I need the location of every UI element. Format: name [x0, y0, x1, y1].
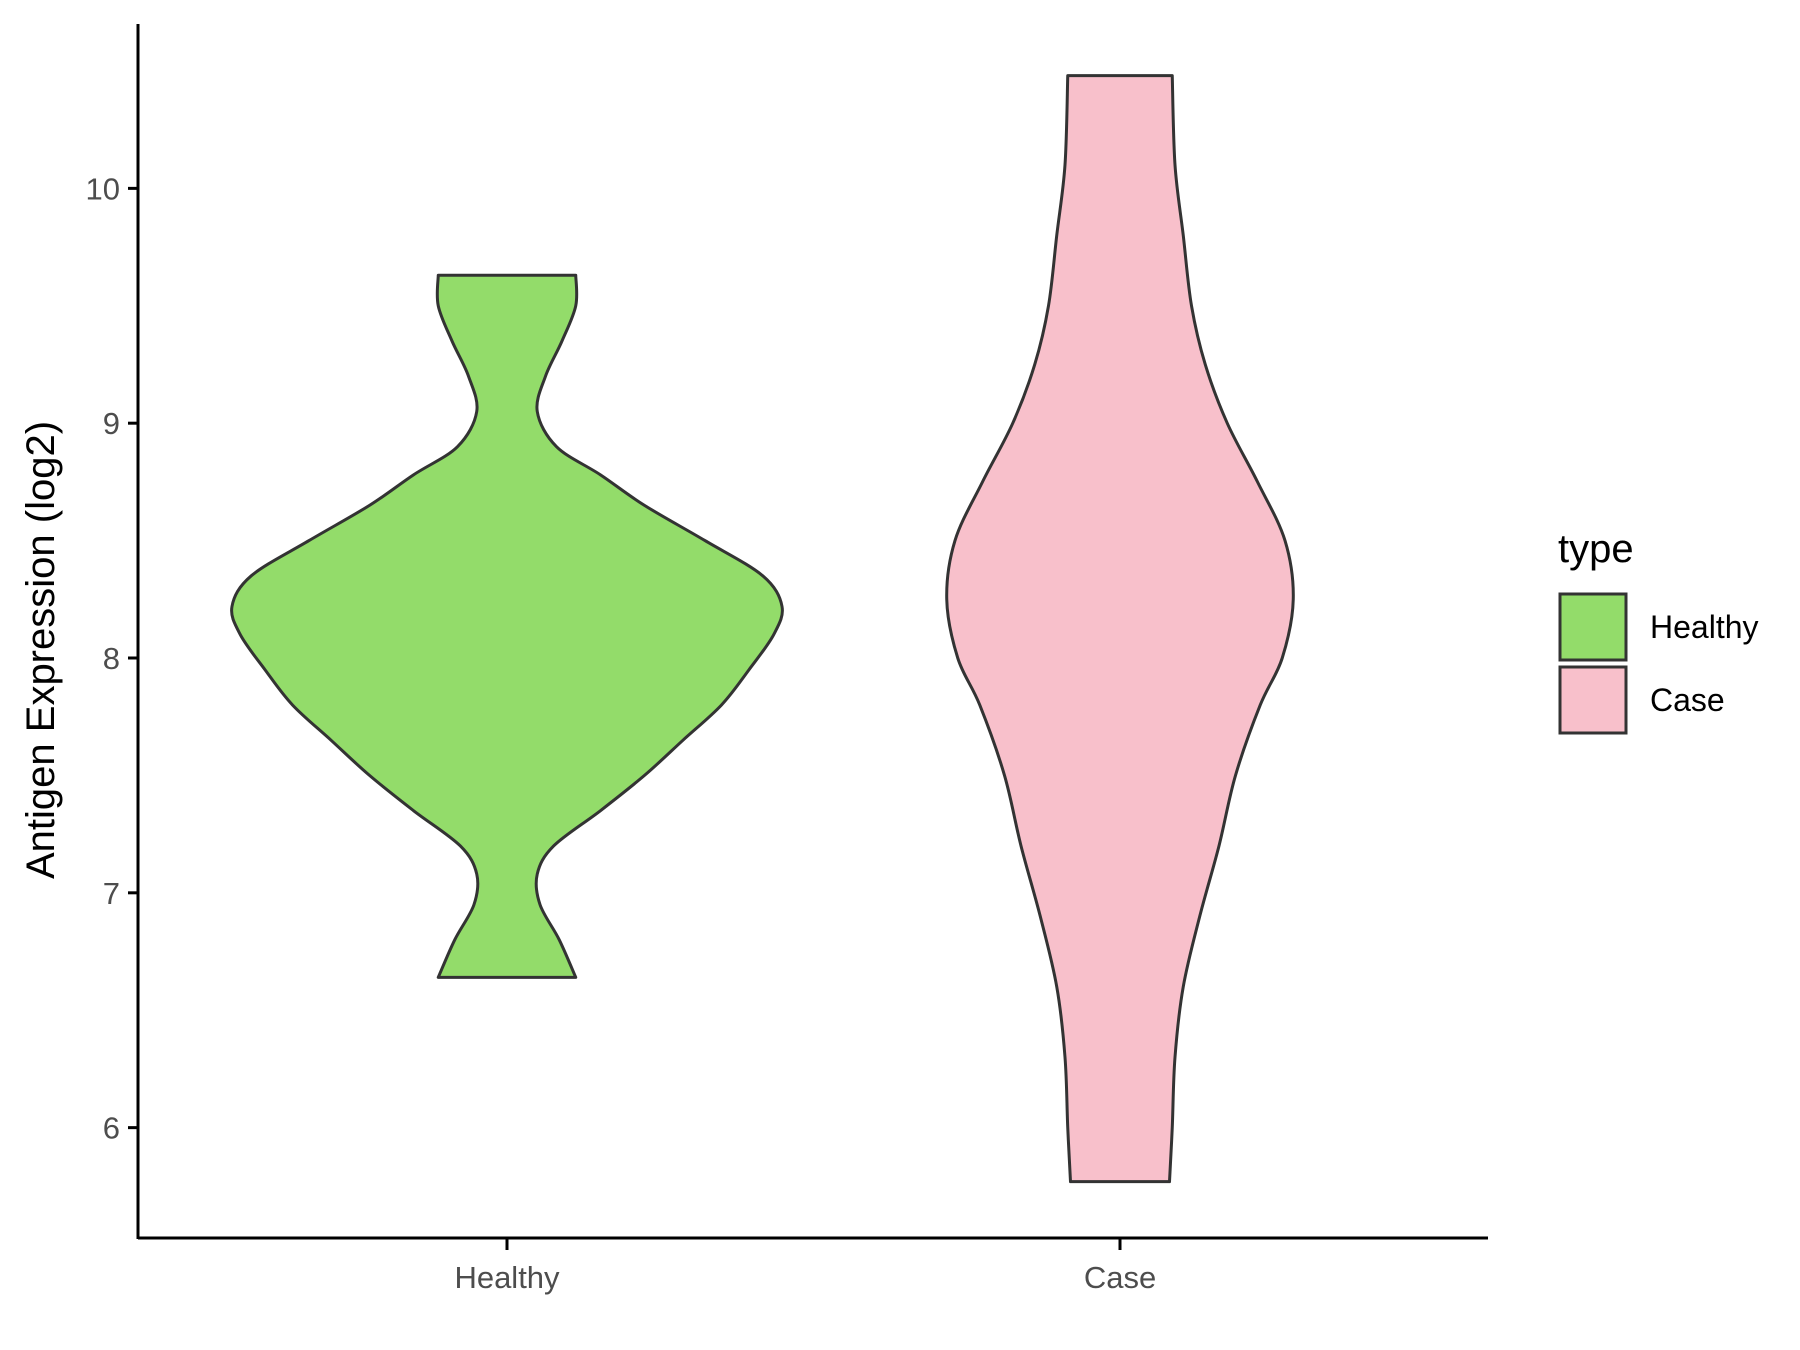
- x-tick-label: Case: [1084, 1260, 1156, 1295]
- axes-layer: [136, 24, 1488, 1240]
- y-tick-label: 10: [86, 171, 120, 206]
- y-tick-label: 6: [103, 1111, 120, 1146]
- y-tick-label: 8: [103, 641, 120, 676]
- violin-layer: [230, 74, 1295, 1184]
- x-ticks: Healthy Case: [454, 1238, 1156, 1295]
- violin-healthy: [230, 273, 784, 979]
- x-tick-label: Healthy: [454, 1260, 560, 1295]
- legend-title: type: [1558, 527, 1634, 571]
- y-ticks: 6 7 8 9 10: [86, 171, 138, 1146]
- legend: type Healthy Case: [1558, 527, 1759, 735]
- violin-case: [945, 74, 1295, 1184]
- legend-label-healthy: Healthy: [1650, 609, 1759, 645]
- legend-swatch-case: [1558, 665, 1628, 735]
- y-tick-label: 9: [103, 406, 120, 441]
- legend-swatch-healthy: [1558, 592, 1628, 662]
- legend-label-case: Case: [1650, 682, 1725, 718]
- y-axis-title: Antigen Expression (log2): [19, 421, 63, 879]
- y-tick-label: 7: [103, 876, 120, 911]
